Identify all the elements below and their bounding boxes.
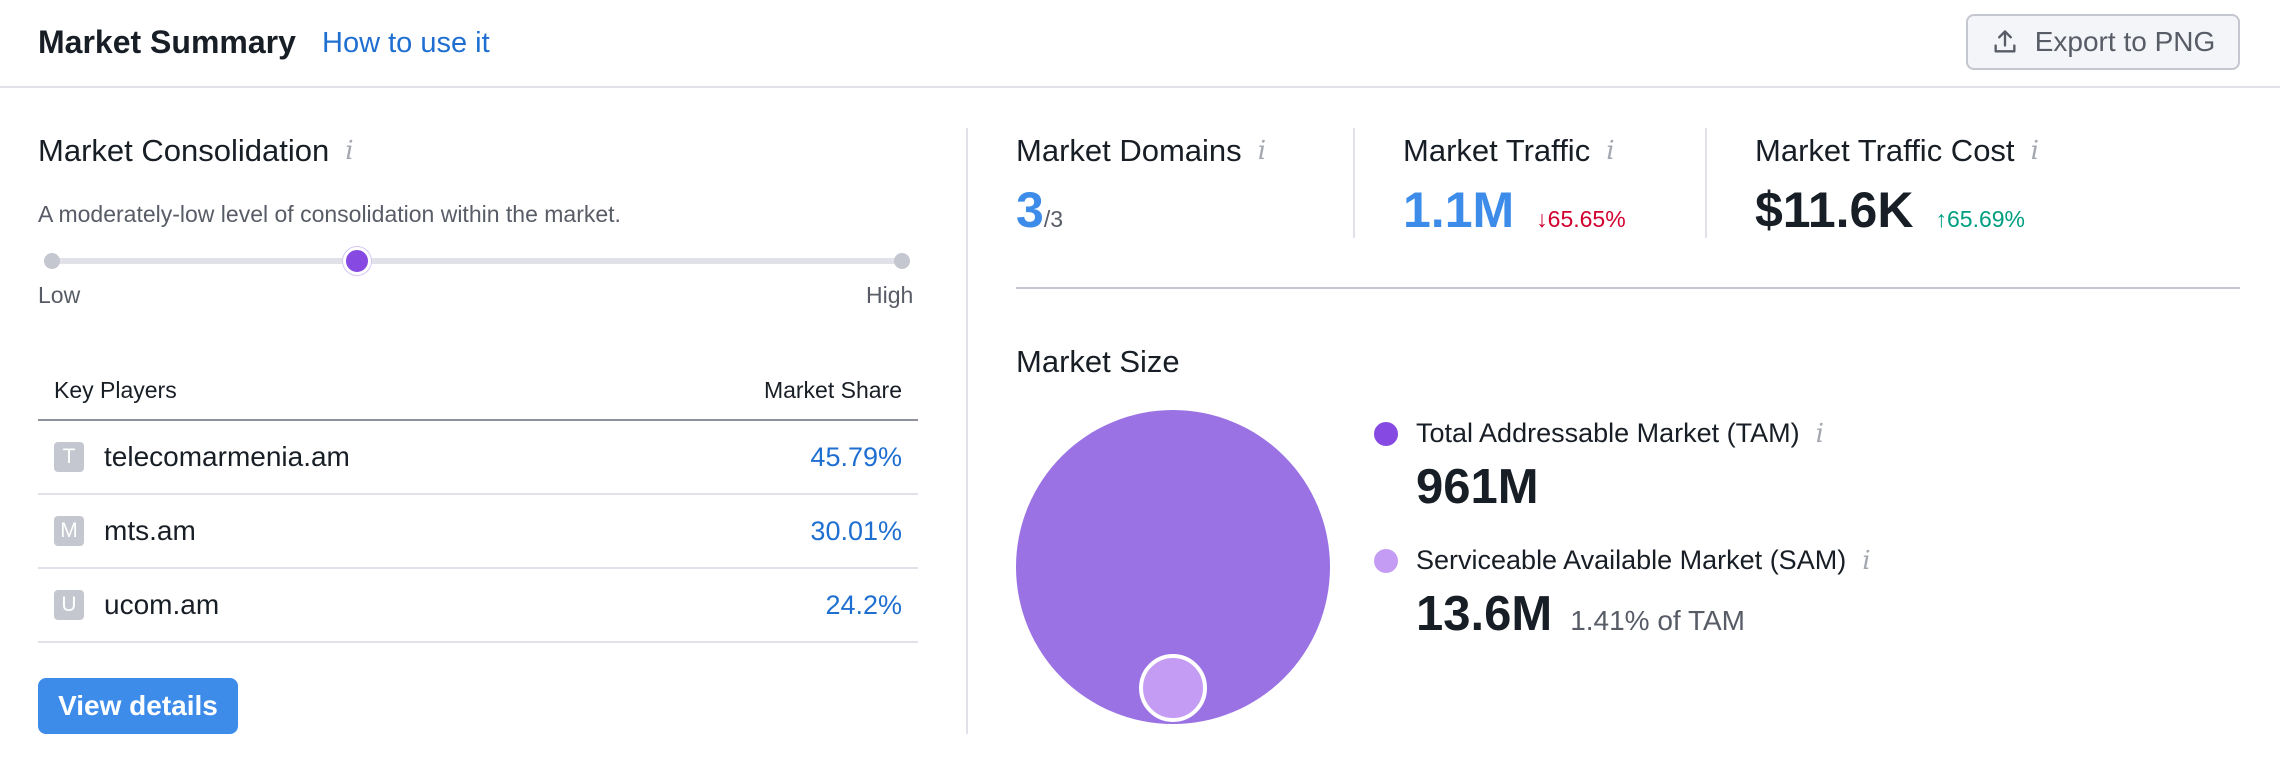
info-icon[interactable]: i <box>1862 545 1871 576</box>
legend-sam: Serviceable Available Market (SAM) i 13.6… <box>1374 545 1871 642</box>
metric-market-domains: Market Domains i 3 /3 <box>1016 133 1266 239</box>
upload-icon <box>1994 30 2016 53</box>
domain-favicon-icon: U <box>54 590 84 620</box>
view-details-button[interactable]: View details <box>38 678 238 734</box>
consolidation-description: A moderately-low level of consolidation … <box>38 201 621 227</box>
slider-low-label: Low <box>38 282 81 308</box>
metric-market-traffic: Market Traffic i 1.1M ↓65.65% <box>1403 133 1626 239</box>
domain-favicon-icon: T <box>54 442 84 472</box>
metric-value[interactable]: 3 <box>1016 182 1044 238</box>
slider-track <box>50 258 904 264</box>
metric-delta: ↓65.65% <box>1536 206 1626 232</box>
info-icon[interactable]: i <box>1815 418 1824 449</box>
domain-favicon-icon: M <box>54 516 84 546</box>
col-market-share: Market Share <box>763 377 902 403</box>
tam-circle[interactable] <box>1016 410 1330 724</box>
info-icon[interactable]: i <box>2030 136 2039 166</box>
key-players-table: Key Players Market Share T telecomarmeni… <box>38 362 918 643</box>
info-icon[interactable]: i <box>1606 136 1615 166</box>
market-share-value[interactable]: 24.2% <box>825 589 902 620</box>
page-title: Market Summary <box>38 24 296 60</box>
sam-note: 1.41% of TAM <box>1570 605 1746 636</box>
domain-name: telecomarmenia.am <box>104 441 350 472</box>
consolidation-slider <box>44 246 910 276</box>
export-png-button[interactable]: Export to PNG <box>1966 14 2240 70</box>
sam-circle[interactable] <box>1139 654 1207 722</box>
metric-delta: ↑65.69% <box>1935 206 2025 232</box>
sam-value: 13.6M <box>1416 587 1553 641</box>
slider-thumb[interactable] <box>343 247 372 275</box>
panel-divider <box>966 128 968 734</box>
legend-tam: Total Addressable Market (TAM) i 961M <box>1374 418 1824 515</box>
market-share-value[interactable]: 45.79% <box>810 441 902 472</box>
table-row: M mts.am 30.01% <box>38 495 918 569</box>
export-button-label: Export to PNG <box>2034 26 2216 57</box>
metric-value[interactable]: 1.1M <box>1403 182 1515 238</box>
summary-header: Market Summary How to use it Export to P… <box>0 0 2280 88</box>
metric-value: $11.6K <box>1755 182 1914 238</box>
col-key-players: Key Players <box>54 377 177 403</box>
metric-divider <box>1705 128 1707 238</box>
arrow-down-icon: ↓ <box>1536 206 1548 232</box>
market-size-title: Market Size <box>1016 344 1180 379</box>
slider-high-label: High <box>866 282 914 308</box>
tam-dot-icon <box>1374 421 1398 446</box>
info-icon[interactable]: i <box>1257 136 1267 166</box>
consolidation-title: Market Consolidation i <box>38 133 354 168</box>
tam-label: Total Addressable Market (TAM) <box>1416 418 1800 448</box>
domain-name: ucom.am <box>104 589 220 620</box>
sam-dot-icon <box>1374 548 1398 573</box>
sam-label: Serviceable Available Market (SAM) <box>1416 545 1847 575</box>
slider-high-end <box>894 253 910 269</box>
market-size-chart <box>1016 410 1330 724</box>
metric-label: Market Traffic Cost <box>1755 133 2015 168</box>
how-to-use-link[interactable]: How to use it <box>322 27 490 59</box>
table-row: T telecomarmenia.am 45.79% <box>38 421 918 495</box>
market-share-value[interactable]: 30.01% <box>810 515 902 546</box>
metric-label: Market Traffic <box>1403 133 1591 168</box>
metric-market-traffic-cost: Market Traffic Cost i $11.6K ↑65.69% <box>1755 133 2039 239</box>
metric-label: Market Domains <box>1016 133 1242 168</box>
tam-value: 961M <box>1416 460 1539 514</box>
info-icon[interactable]: i <box>345 136 354 166</box>
slider-low-end <box>44 253 60 269</box>
arrow-up-icon: ↑ <box>1935 206 1947 232</box>
domain-name: mts.am <box>104 515 196 546</box>
section-divider <box>1016 287 2240 289</box>
table-header: Key Players Market Share <box>38 362 918 421</box>
table-row: U ucom.am 24.2% <box>38 569 918 643</box>
metric-total: /3 <box>1043 206 1063 232</box>
metric-divider <box>1353 128 1355 238</box>
